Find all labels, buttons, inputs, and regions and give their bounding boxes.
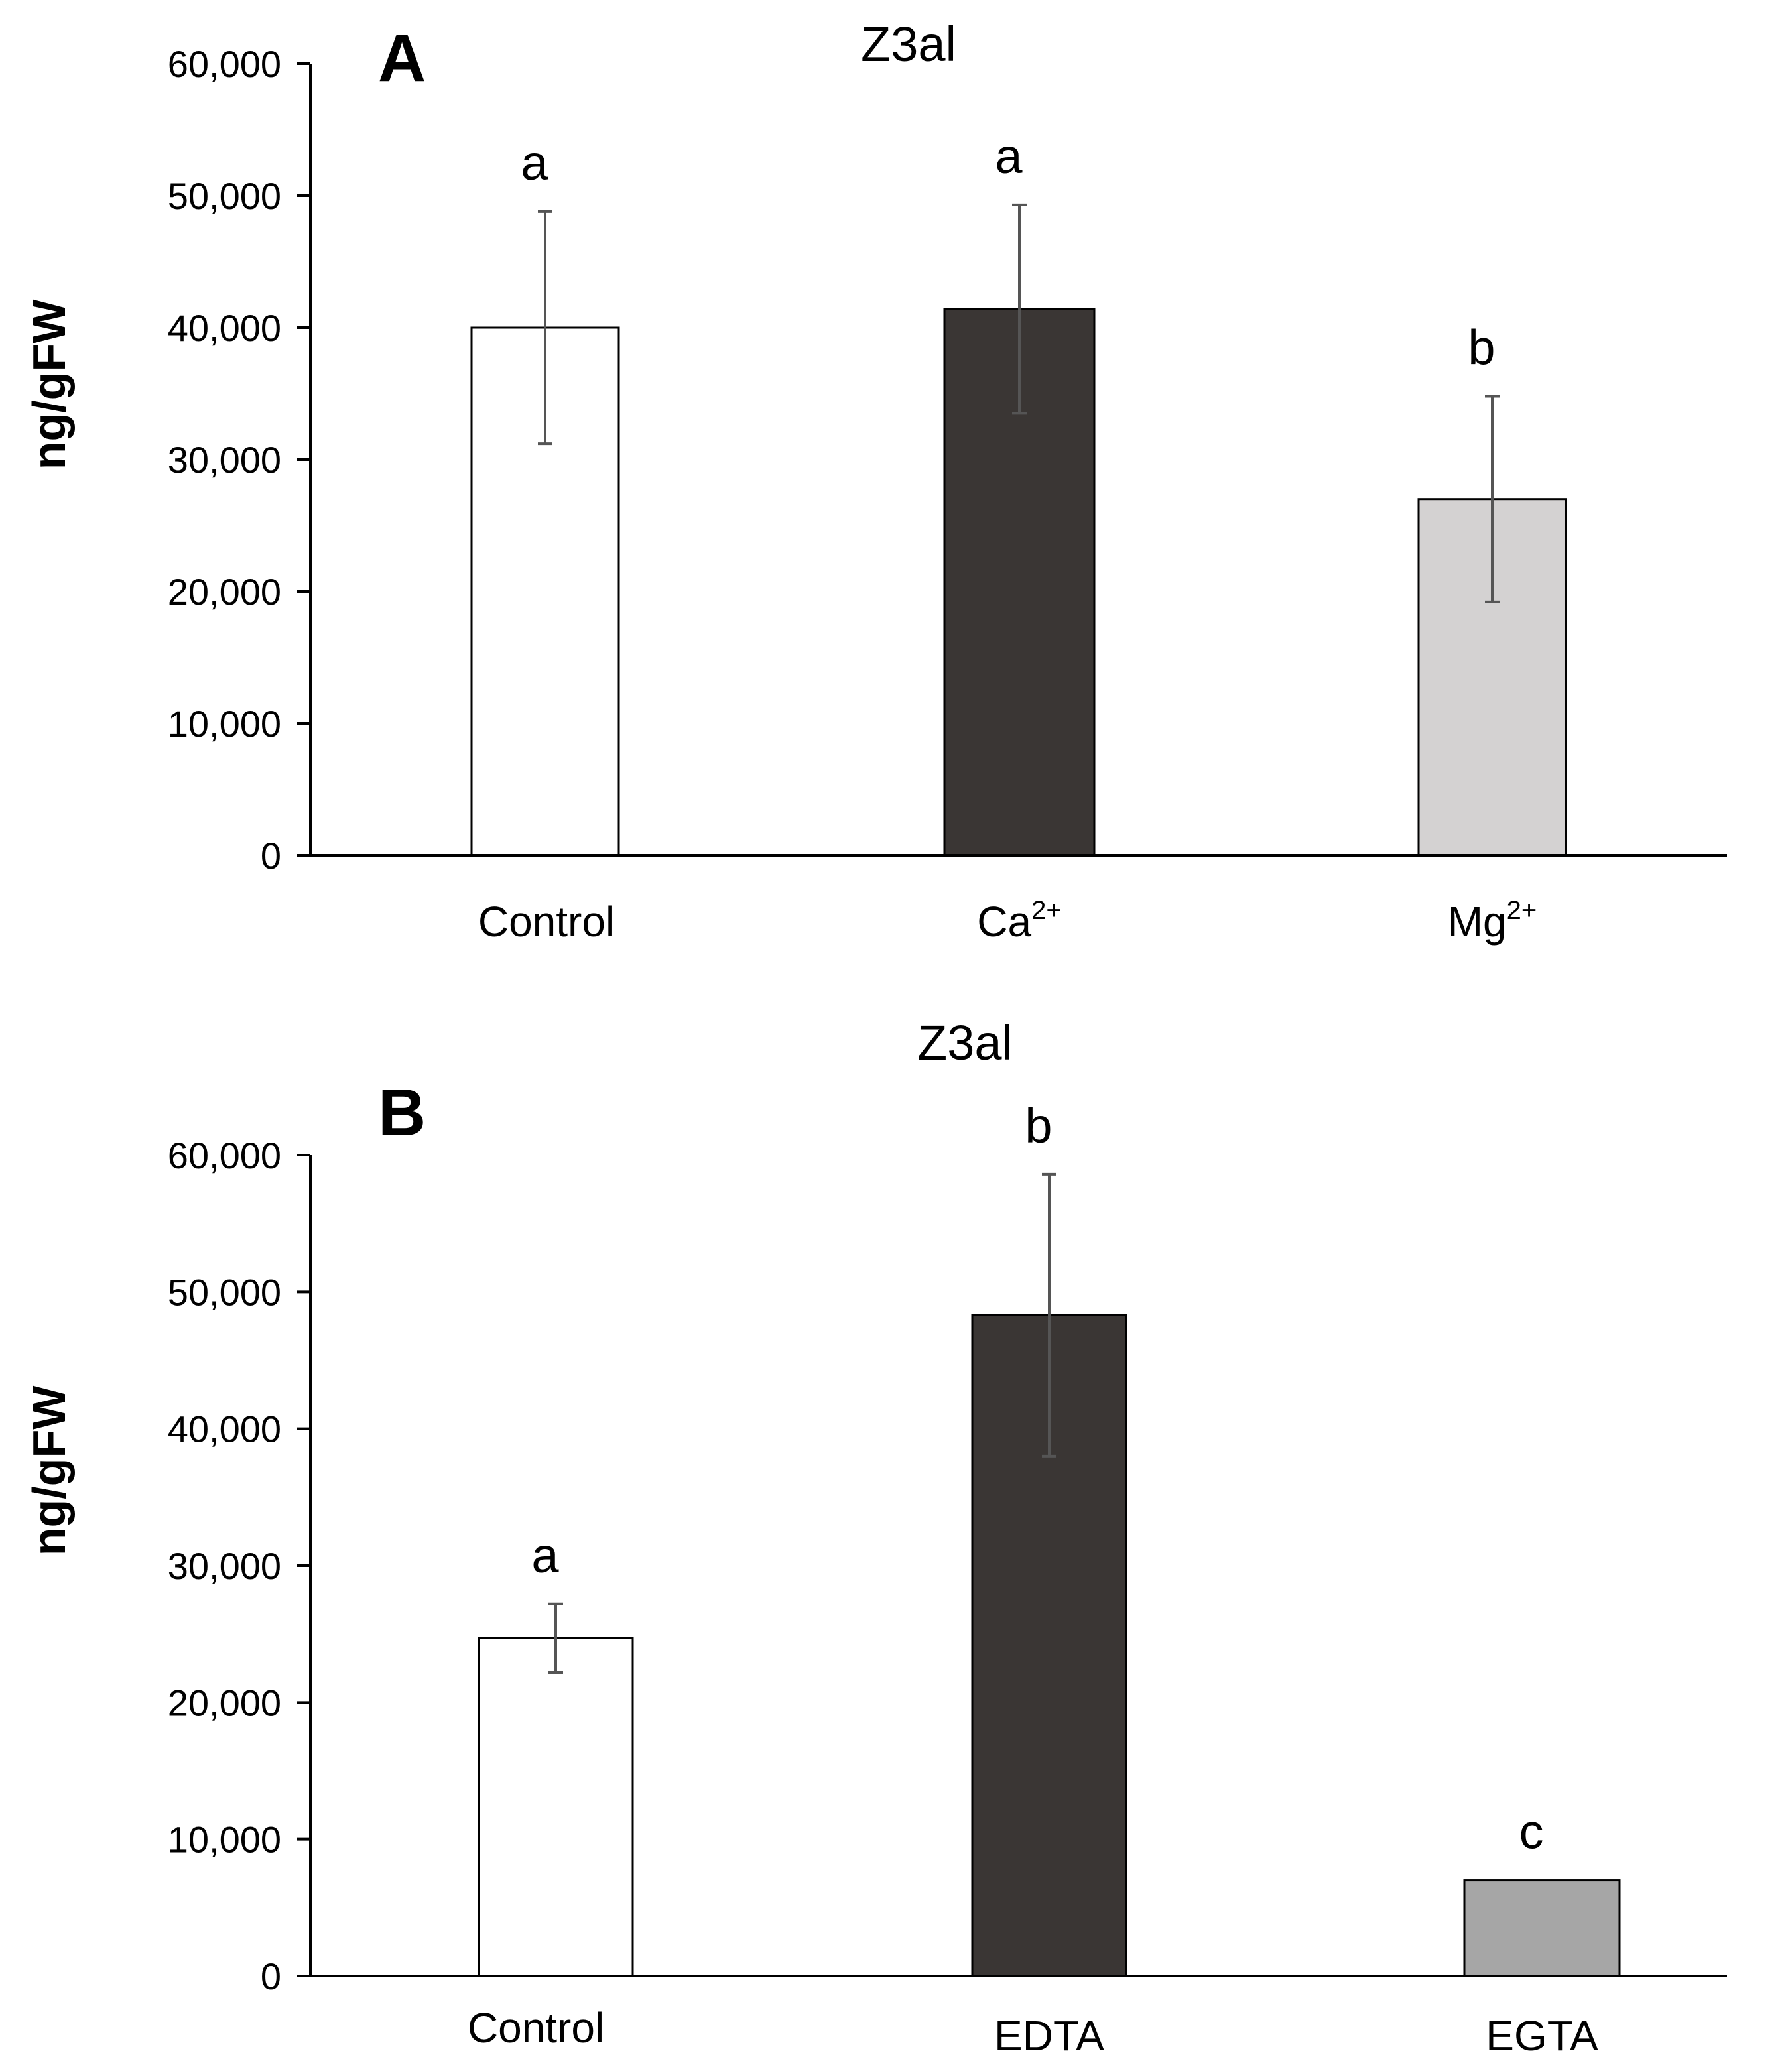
- y-tick-label-a-0: 0: [261, 835, 281, 877]
- panel-label-b: B: [378, 1076, 426, 1150]
- panel-label-a: A: [378, 21, 426, 95]
- significance-label-b-2: b: [1025, 1098, 1052, 1153]
- y-axis-label-a: ng/gFW: [23, 300, 75, 470]
- significance-label-b-1: a: [531, 1528, 559, 1583]
- y-tick-label-a-5: 50,000: [168, 175, 281, 217]
- bar-b-1: [478, 1637, 634, 1977]
- y-tick-label-b-6: 60,000: [168, 1135, 281, 1176]
- chart-marks-b: a b c 0 10,000 20,000 30,000 40,000 50,000 60,000…: [168, 1098, 1727, 2055]
- significance-label-a-3: b: [1468, 320, 1495, 375]
- y-tick-label-b-1: 10,000: [168, 1819, 281, 1861]
- y-tick-label-b-4: 40,000: [168, 1408, 281, 1450]
- y-axis-label-b: ng/gFW: [23, 1386, 75, 1556]
- panel-b: B Z3al ng/gFW a b c 0 10,000 20,000 30,000 40,0…: [23, 1015, 1727, 2055]
- x-tick-label-a-1: Control: [478, 898, 615, 946]
- x-tick-label-a-3: Mg2+: [1448, 896, 1537, 946]
- error-bar-b-1: [548, 1602, 563, 1674]
- y-tick-label-b-2: 20,000: [168, 1682, 281, 1723]
- significance-label-a-2: a: [995, 129, 1023, 184]
- y-tick-label-b-0: 0: [261, 1956, 281, 1997]
- y-tick-label-a-3: 30,000: [168, 439, 281, 481]
- y-tick-label-b-5: 50,000: [168, 1271, 281, 1313]
- x-tick-label-a-2: Ca2+: [977, 896, 1061, 946]
- y-tick-label-a-6: 60,000: [168, 43, 281, 85]
- significance-label-a-1: a: [521, 135, 548, 190]
- y-tick-label-a-2: 20,000: [168, 571, 281, 613]
- x-tick-label-b-1: Control: [468, 2004, 604, 2052]
- y-tick-label-b-3: 30,000: [168, 1545, 281, 1587]
- x-tick-label-b-2: EDTA: [994, 2012, 1104, 2055]
- chart-marks-a: a a b 0 10,000 20,000 30,000 40,000 50,000 60,000…: [168, 43, 1727, 946]
- chart-title-a: Z3al: [861, 17, 956, 72]
- bar-b-3: [1463, 1879, 1621, 1977]
- significance-label-b-3: c: [1519, 1804, 1544, 1859]
- error-bar-b-2: [1042, 1172, 1056, 1458]
- x-tick-label-b-3: EGTA: [1486, 2012, 1598, 2055]
- error-bar-a-2: [1012, 203, 1027, 415]
- y-tick-label-a-4: 40,000: [168, 307, 281, 349]
- y-tick-label-a-1: 10,000: [168, 703, 281, 745]
- error-bar-a-3: [1485, 395, 1500, 603]
- error-bar-a-1: [538, 210, 552, 446]
- chart-title-b: Z3al: [917, 1015, 1013, 1070]
- panel-a: A Z3al ng/gFW a a b 0 10,000 20,000 30,000 40,0…: [23, 17, 1727, 946]
